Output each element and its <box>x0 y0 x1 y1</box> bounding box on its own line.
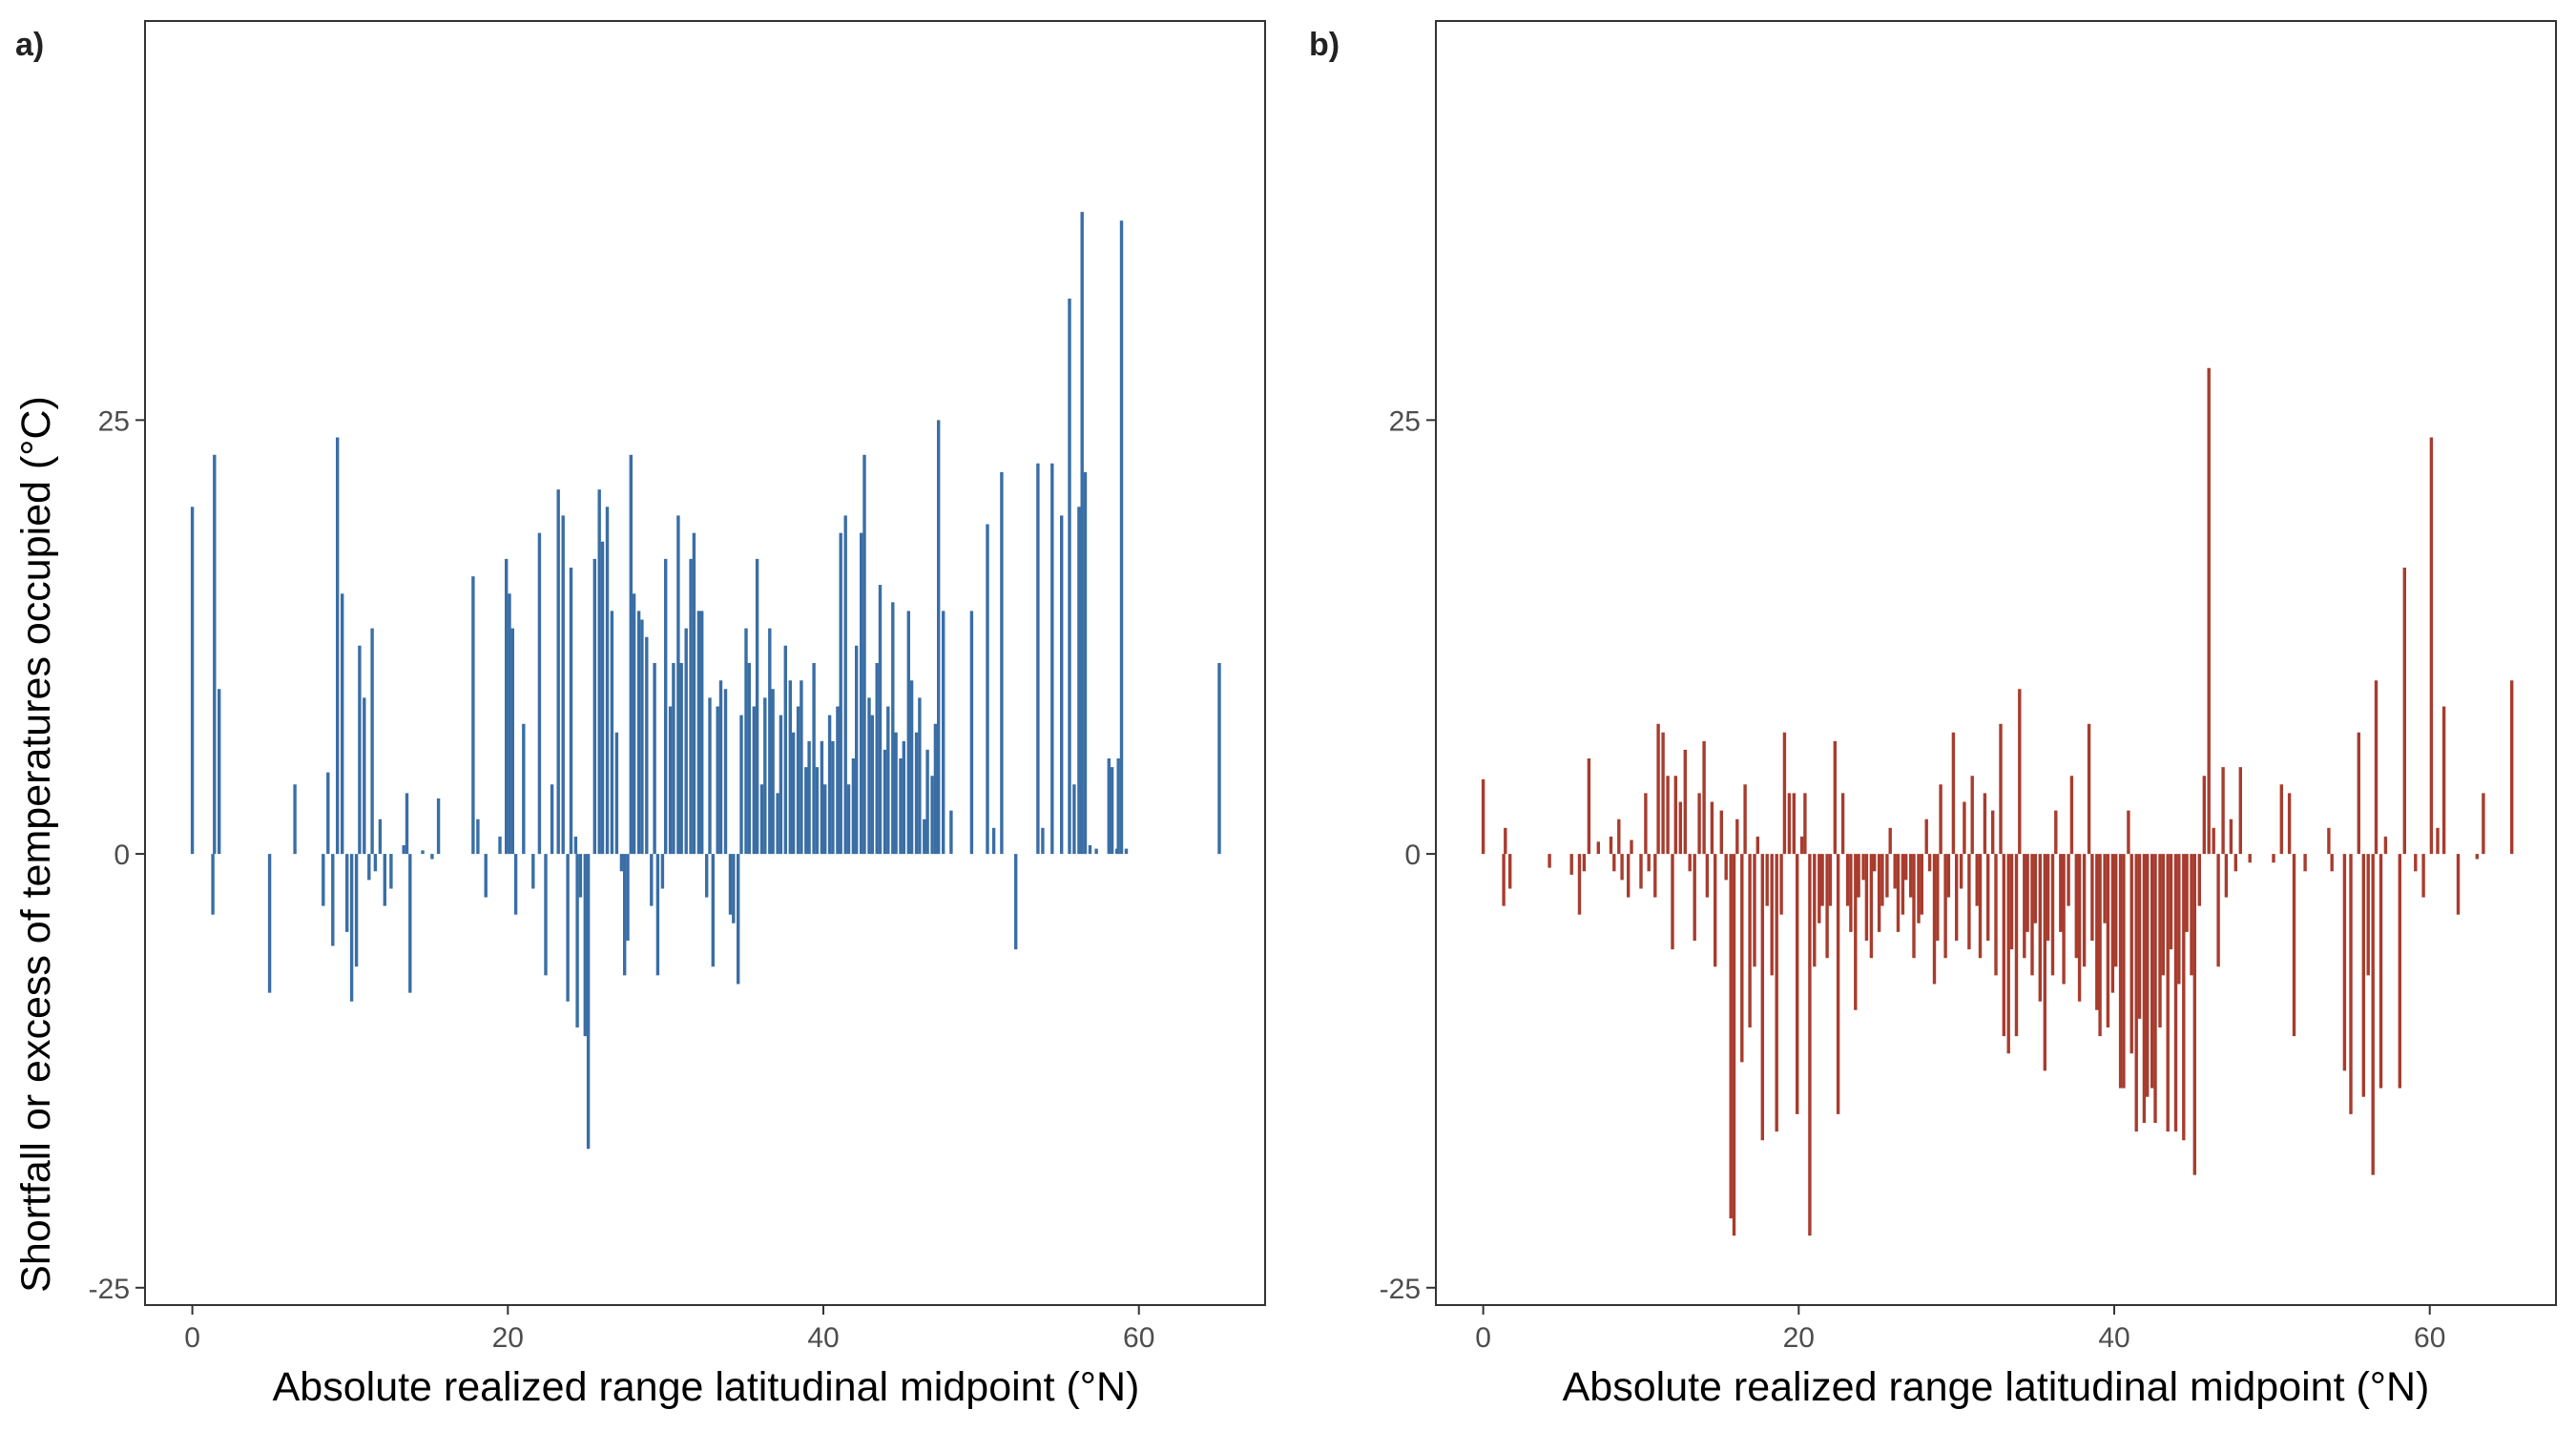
y-tick-label: 25 <box>1389 405 1421 437</box>
x-tick-label: 40 <box>2098 1322 2129 1354</box>
x-axis-title: Absolute realized range latitudinal midp… <box>1563 1364 2430 1410</box>
y-tick-label: -25 <box>89 1274 130 1305</box>
plot-area: 0 20 40 60 -25 0 25 <box>1380 20 2557 1354</box>
y-axis-title: Shortfall or excess of temperatures occu… <box>13 396 59 1293</box>
panel-a: a) Shortfall or excess of temperatures o… <box>13 20 1266 1410</box>
x-tick-label: 20 <box>492 1322 524 1354</box>
x-tick-label: 40 <box>807 1322 839 1354</box>
x-tick-label: 0 <box>184 1322 200 1354</box>
x-axis-title: Absolute realized range latitudinal midp… <box>273 1364 1140 1410</box>
x-tick-label: 0 <box>1475 1322 1491 1354</box>
panel-b: b) Absolute realized range latitudinal m… <box>1309 20 2557 1410</box>
plot-frame <box>144 20 1266 1306</box>
plot-area: 0 20 40 60 -25 0 25 <box>89 20 1266 1354</box>
y-tick-label: 25 <box>98 405 130 437</box>
plot-frame <box>1435 20 2557 1306</box>
y-tick-label: 0 <box>114 840 130 871</box>
y-tick-label: 0 <box>1404 840 1421 871</box>
x-tick-label: 20 <box>1783 1322 1815 1354</box>
panel-label: a) <box>15 27 44 63</box>
y-tick-label: -25 <box>1380 1274 1421 1305</box>
x-tick-label: 60 <box>2414 1322 2445 1354</box>
x-tick-label: 60 <box>1123 1322 1154 1354</box>
panel-label: b) <box>1309 27 1340 63</box>
